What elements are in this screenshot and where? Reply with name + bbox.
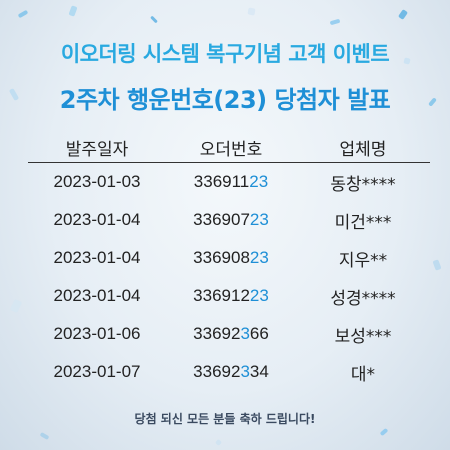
confetti-decoration [379, 427, 389, 437]
order-number: 33692334 [166, 362, 296, 382]
confetti-decoration [397, 9, 409, 20]
company-name: 대* [350, 364, 376, 385]
order-number-plain: 336908 [193, 248, 250, 267]
order-number: 33690723 [166, 210, 296, 230]
table-row: 2023-01-04 33691223 성경**** [28, 277, 430, 315]
confetti-decoration [9, 298, 23, 314]
order-number-tail: 66 [249, 324, 269, 343]
order-number-highlight: 23 [249, 172, 269, 191]
order-number: 33691223 [166, 286, 296, 306]
order-number-highlight: 23 [249, 248, 269, 267]
table-row: 2023-01-07 33692334 대* [28, 353, 430, 391]
order-number: 33691123 [166, 172, 296, 192]
order-number-plain: 336907 [193, 210, 250, 229]
confetti-decoration [39, 432, 50, 440]
order-date: 2023-01-03 [53, 172, 141, 191]
order-number: 33690823 [166, 248, 296, 268]
confetti-decoration [150, 15, 158, 24]
table-row: 2023-01-04 33690723 미건*** [28, 201, 430, 239]
table-row: 2023-01-03 33691123 동창**** [28, 163, 430, 201]
order-number-plain: 336911 [193, 172, 250, 191]
confetti-decoration [17, 9, 29, 19]
order-date: 2023-01-06 [53, 324, 141, 343]
column-header-order-date: 발주일자 [65, 139, 129, 160]
company-name: 지우** [338, 250, 388, 271]
company-name: 보성*** [334, 326, 392, 347]
winner-announcement-title: 2주차 행운번호(23) 당첨자 발표 [59, 86, 391, 114]
order-number-highlight: 23 [249, 210, 269, 229]
order-date: 2023-01-04 [53, 210, 141, 229]
company-name: 동창**** [330, 174, 396, 195]
order-number: 33692366 [166, 324, 296, 344]
table-header: 발주일자 오더번호 업체명 [28, 132, 430, 163]
order-number-plain: 33692 [193, 324, 241, 343]
order-date: 2023-01-04 [53, 286, 141, 305]
company-name: 미건*** [334, 212, 392, 233]
column-header-company: 업체명 [339, 139, 387, 160]
confetti-decoration [68, 5, 78, 17]
confetti-decoration [247, 7, 256, 16]
order-number-tail: 34 [249, 362, 269, 381]
table-row: 2023-01-06 33692366 보성*** [28, 315, 430, 353]
event-title: 이오더링 시스템 복구기념 고객 이벤트 [60, 42, 390, 66]
order-number-highlight: 3 [240, 324, 250, 343]
order-number-plain: 336912 [193, 286, 250, 305]
order-date: 2023-01-04 [53, 248, 141, 267]
order-number-highlight: 23 [249, 286, 269, 305]
winners-table: 발주일자 오더번호 업체명 2023-01-03 33691123 동창****… [28, 132, 430, 391]
congratulations-message: 당첨 되신 모든 분들 축하 드립니다! [134, 412, 316, 426]
order-date: 2023-01-07 [53, 362, 141, 381]
table-row: 2023-01-04 33690823 지우** [28, 239, 430, 277]
order-number-plain: 33692 [193, 362, 241, 381]
order-number-highlight: 3 [240, 362, 250, 381]
confetti-decoration [432, 259, 442, 271]
column-header-order-number: 오더번호 [199, 139, 263, 160]
company-name: 성경**** [330, 288, 396, 309]
confetti-decoration [214, 438, 223, 447]
confetti-decoration [329, 18, 341, 26]
